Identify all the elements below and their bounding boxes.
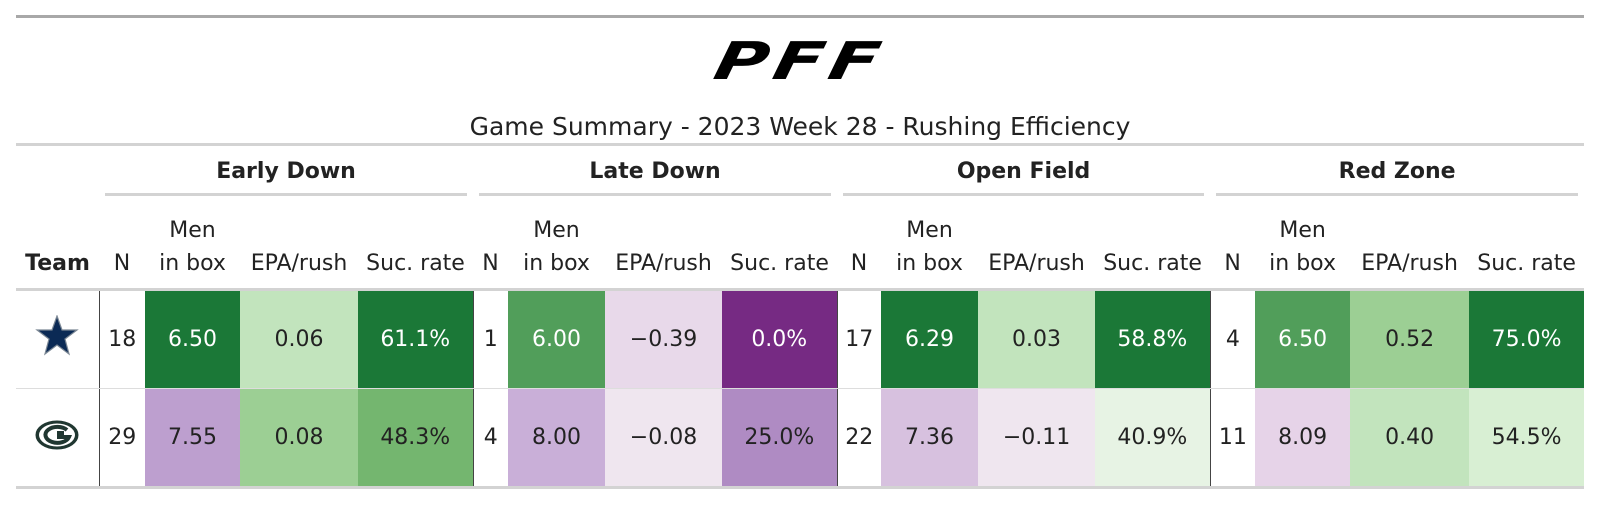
packers-logo (34, 419, 80, 450)
table: Early Down Late Down Open Field Red Zone Te… (16, 146, 1585, 489)
blank (16, 146, 99, 196)
row: 18 6.50 0.06 61.1% 1 6.00 −0.39 0.0% 17 6.29 0.03 5… (16, 289, 1585, 389)
column-header: Men in box (508, 196, 606, 291)
cell: 0.40 (1350, 388, 1470, 489)
cell: 17 (837, 289, 882, 389)
group-header: Late Down (479, 159, 832, 196)
cell: 8.09 (1255, 388, 1351, 489)
column-header: EPA/rush (240, 196, 358, 291)
cell: −0.11 (978, 388, 1096, 489)
cell: 29 (99, 388, 145, 489)
cell: 4 (473, 388, 509, 489)
star (35, 313, 80, 356)
table-card: PFF Game Summary - 2023 Week 28 - Rushin… (16, 15, 1585, 489)
cell: 6.00 (508, 289, 606, 389)
cell: 6.50 (1255, 289, 1351, 389)
column-header: Suc. rate (1095, 196, 1211, 291)
group-header: Early Down (105, 159, 468, 196)
group-header-cell: Red Zone (1210, 146, 1584, 196)
cell: 58.8% (1095, 289, 1211, 389)
cell: 75.0% (1469, 289, 1585, 389)
row: 29 7.55 0.08 48.3% 4 8.00 −0.08 25.0% 22 7.36 −0.1… (16, 388, 1585, 489)
group-header: Open Field (843, 159, 1205, 196)
team-cell (16, 289, 100, 389)
cell: 25.0% (722, 388, 838, 489)
cell: 54.5% (1469, 388, 1585, 489)
column-header: EPA/rush (605, 196, 723, 291)
cell: 0.0% (722, 289, 838, 389)
cell: 4 (1210, 289, 1256, 389)
column-header: Suc. rate (1469, 196, 1585, 291)
logo: PFF (708, 32, 892, 92)
cell: 1 (473, 289, 509, 389)
group-header-cell: Late Down (473, 146, 837, 196)
column-header: Team (16, 196, 99, 291)
column-header: Men in box (1255, 196, 1351, 291)
column-header: N (99, 196, 145, 291)
cell: 61.1% (358, 289, 474, 389)
cell: 7.55 (145, 388, 240, 489)
cell: 0.03 (978, 289, 1096, 389)
team-cell (16, 388, 100, 489)
cell: 22 (837, 388, 882, 489)
cell: 0.52 (1350, 289, 1470, 389)
group-header-cell: Early Down (99, 146, 473, 196)
group-header: Red Zone (1216, 159, 1579, 196)
cell: 7.36 (881, 388, 979, 489)
cell: 18 (99, 289, 145, 389)
cell: 8.00 (508, 388, 606, 489)
cell: 6.29 (881, 289, 979, 389)
title: Game Summary - 2023 Week 28 - Rushing Ef… (16, 107, 1584, 146)
cell: −0.08 (605, 388, 723, 489)
g-letter (43, 424, 73, 445)
column-header: EPA/rush (1350, 196, 1470, 291)
cell: 48.3% (358, 388, 474, 489)
cowboys-logo (35, 313, 80, 356)
column-header: Suc. rate (722, 196, 838, 291)
column-header: N (1210, 196, 1256, 291)
column-header: EPA/rush (978, 196, 1096, 291)
column-header: N (473, 196, 509, 291)
cell: −0.39 (605, 289, 723, 389)
cell: 6.50 (145, 289, 240, 389)
group-header-cell: Open Field (837, 146, 1210, 196)
column-header: Men in box (881, 196, 979, 291)
cell: 40.9% (1095, 388, 1211, 489)
cell: 11 (1210, 388, 1256, 489)
column-header: Men in box (145, 196, 240, 291)
column-header: Suc. rate (358, 196, 474, 291)
column-header: N (837, 196, 882, 291)
cell: 0.06 (240, 289, 358, 389)
cell: 0.08 (240, 388, 358, 489)
